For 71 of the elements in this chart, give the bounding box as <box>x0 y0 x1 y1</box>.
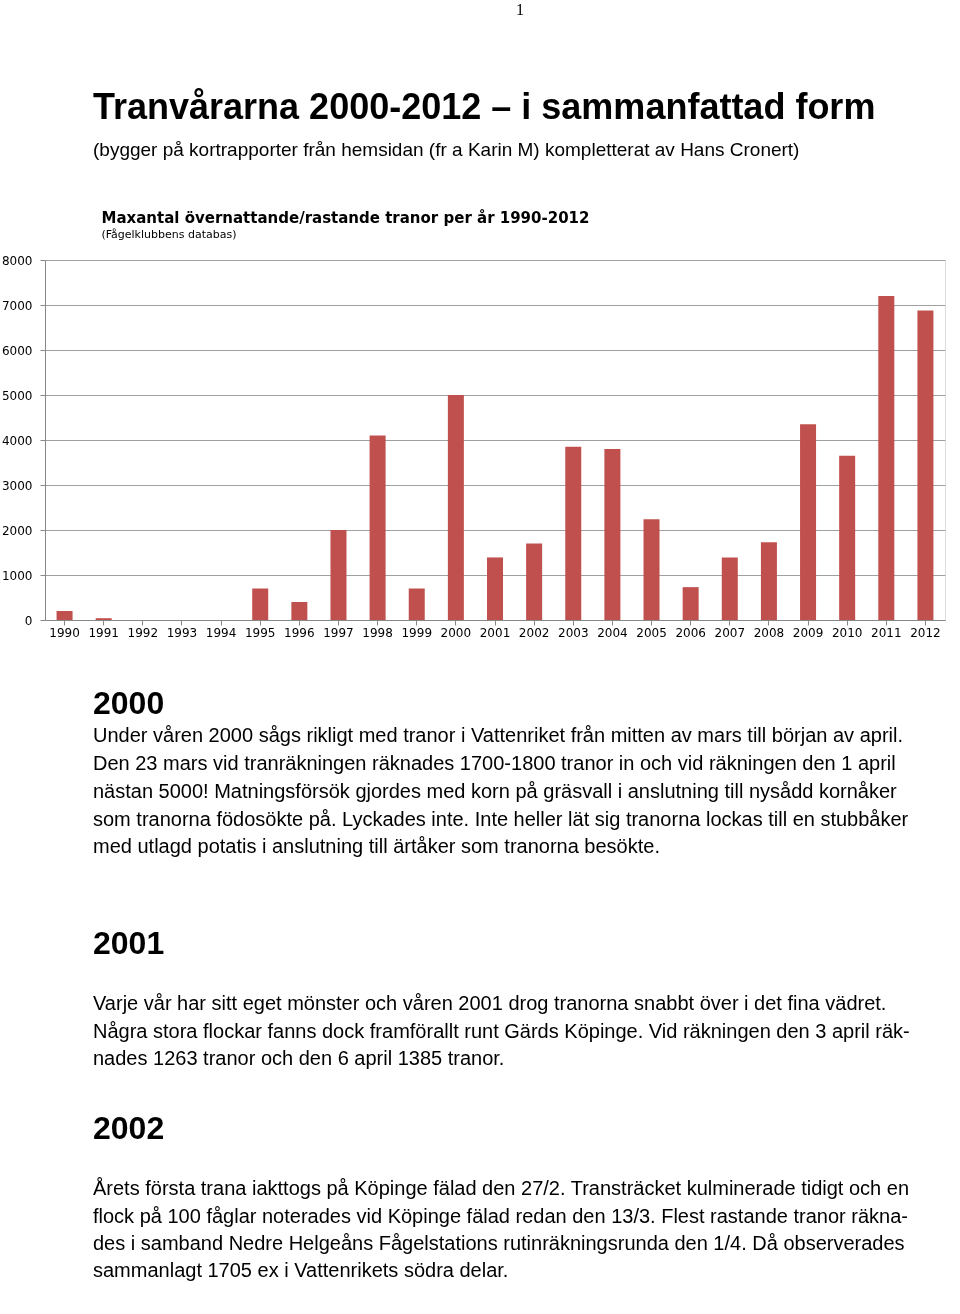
bar <box>369 435 386 620</box>
bar <box>565 446 582 620</box>
text: Årets första trana iakttogs på Köpinge fälad den 27/2. Transträcket kulminerade tidigt och en <box>93 1177 910 1199</box>
text: Några stora flockar fanns dock framförallt runt Gärds Köpinge. Vid räkningen den 3 april räk- <box>93 1020 910 1042</box>
x-tick-label: 1994 <box>205 625 237 640</box>
bar <box>800 424 817 620</box>
chart-subtitle: (Fågelklubbens databas) <box>101 228 237 241</box>
bar <box>408 588 425 620</box>
y-tick-label: 0 <box>24 613 33 628</box>
x-tick-label: 2008 <box>753 625 785 640</box>
text: med utlagd potatis i anslutning till ärtåker som tranorna besökte. <box>93 835 660 857</box>
y-tick-label: 8000 <box>1 253 33 268</box>
y-tick-label: 6000 <box>1 343 33 358</box>
x-tick-label: 2006 <box>675 625 706 640</box>
text: som tranorna födosökte på. Lyckades inte. Inte heller lät sig tranorna lockas till en stubbåker <box>93 808 909 830</box>
y-tick-label: 7000 <box>1 298 33 313</box>
x-tick-label: 2001 <box>479 625 511 640</box>
y-tick-label: 2000 <box>1 523 33 538</box>
x-tick-label: 1992 <box>127 625 159 640</box>
text: Under våren 2000 sågs rikligt med tranor i Vattenriket från mitten av mars till början av april. <box>93 724 903 746</box>
text: 2000 <box>93 685 165 721</box>
text: 2001 <box>93 925 165 961</box>
x-tick-label: 2004 <box>597 625 628 640</box>
bar <box>917 310 934 620</box>
text: Varje vår har sitt eget mönster och våren 2001 drog tranorna snabbt över i det fina vädret. <box>93 992 887 1014</box>
bar <box>526 543 543 620</box>
x-tick-label: 2012 <box>910 625 941 640</box>
x-tick-label: 1991 <box>88 625 119 640</box>
text: (bygger på kortrapporter från hemsidan (fr a Karin M) kompletterat av Hans Cronert) <box>93 139 800 160</box>
text: des i samband Nedre Helgeåns Fågelstations rutinräkningsrunda den 1/4. Då observerades <box>93 1232 905 1254</box>
x-tick-label: 2007 <box>714 625 746 640</box>
x-tick-label: 1995 <box>244 625 276 640</box>
text: Tranvårarna 2000-2012 – i sammanfattad form <box>93 86 876 127</box>
y-tick-label: 4000 <box>1 433 33 448</box>
x-tick-label: 1996 <box>284 625 315 640</box>
bar <box>721 557 738 620</box>
bar <box>252 588 269 620</box>
x-tick-label: 2005 <box>636 625 667 640</box>
x-tick-label: 1998 <box>362 625 393 640</box>
bar <box>604 449 621 620</box>
bar <box>878 296 895 620</box>
text: sammanlagt 1705 ex i Vattenrikets södra delar. <box>93 1259 509 1281</box>
bar <box>56 611 73 620</box>
x-tick-label: 2003 <box>557 625 589 640</box>
bar <box>839 455 856 620</box>
x-tick-label: 1999 <box>401 625 433 640</box>
text: nästan 5000! Matningsförsök gjordes med korn på gräsvall i anslutning till nysådd kornåker <box>93 780 898 802</box>
y-tick-label: 1000 <box>1 568 33 583</box>
y-tick-label: 3000 <box>1 478 33 493</box>
x-tick-label: 2000 <box>440 625 472 640</box>
bar <box>682 587 699 620</box>
bar <box>330 530 347 620</box>
x-tick-label: 2011 <box>871 625 902 640</box>
x-tick-label: 1993 <box>166 625 198 640</box>
bar <box>487 557 503 620</box>
bar <box>760 542 777 620</box>
text: 1 <box>516 1 524 18</box>
bar <box>291 602 308 620</box>
text: 2002 <box>93 1110 165 1146</box>
x-tick-label: 2009 <box>792 625 824 640</box>
x-tick-label: 2002 <box>518 625 550 640</box>
bar <box>643 519 660 620</box>
x-tick-label: 2010 <box>831 625 863 640</box>
text: nades 1263 tranor och den 6 april 1385 tranor. <box>93 1047 505 1069</box>
text: Den 23 mars vid tranräkningen räknades 1700-1800 tranor in och vid räkningen den 1 april <box>93 752 896 774</box>
chart-title: Maxantal övernattande/rastande tranor per år 1990-2012 <box>101 209 590 227</box>
bar <box>447 395 464 620</box>
x-tick-label: 1990 <box>49 625 80 640</box>
x-tick-label: 1997 <box>323 625 354 640</box>
text: flock på 100 fåglar noterades vid Köpinge fälad redan den 13/3. Flest rastande tranor räkna- <box>93 1205 908 1227</box>
y-tick-label: 5000 <box>1 388 33 403</box>
